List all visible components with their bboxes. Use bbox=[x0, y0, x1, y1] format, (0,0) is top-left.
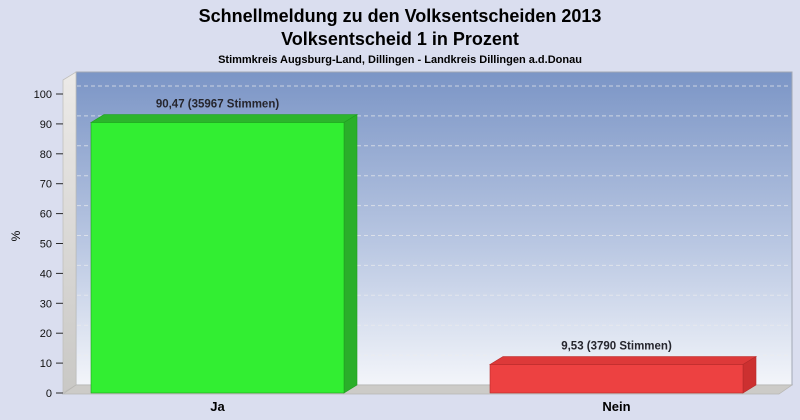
report-title: Schnellmeldung zu den Volksentscheiden 2… bbox=[198, 6, 602, 26]
y-tick-label: 10 bbox=[40, 358, 52, 370]
y-tick-label: 70 bbox=[40, 179, 52, 191]
y-tick-label: 60 bbox=[40, 209, 52, 221]
y-tick-label: 100 bbox=[34, 89, 52, 101]
y-tick-label: 40 bbox=[40, 268, 52, 280]
y-tick-label: 80 bbox=[40, 149, 52, 161]
bar-top-ja bbox=[89, 114, 359, 123]
y-tick-label: 20 bbox=[40, 328, 52, 340]
bar-top-nein bbox=[488, 356, 758, 365]
bar-ja bbox=[90, 122, 345, 394]
district-subtitle: Stimmkreis Augsburg-Land, Dillingen - La… bbox=[218, 54, 582, 66]
plot-left-wall bbox=[62, 71, 77, 394]
bar-value-label-ja: 90,47 (35967 Stimmen) bbox=[156, 98, 280, 110]
bar-value-label-nein: 9,53 (3790 Stimmen) bbox=[561, 341, 672, 353]
y-tick-label: 50 bbox=[40, 239, 52, 251]
y-tick-label: 90 bbox=[40, 119, 52, 131]
measure-title: Volksentscheid 1 in Prozent bbox=[281, 29, 519, 49]
y-tick-label: 0 bbox=[46, 388, 52, 400]
bar-side-ja bbox=[343, 113, 358, 394]
bar-nein bbox=[489, 364, 744, 394]
category-label-ja: Ja bbox=[210, 399, 225, 414]
y-tick-label: 30 bbox=[40, 298, 52, 310]
category-label-nein: Nein bbox=[602, 399, 630, 414]
